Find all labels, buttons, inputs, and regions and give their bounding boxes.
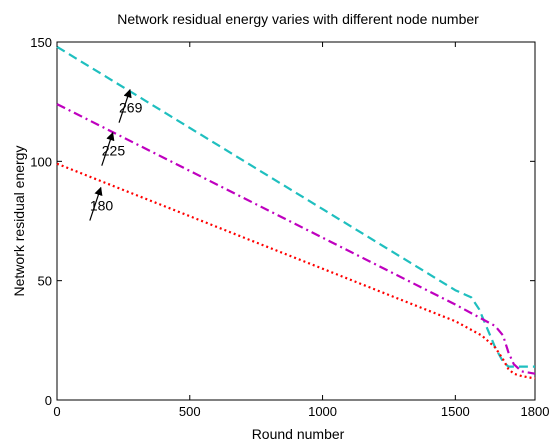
plot-area bbox=[56, 41, 536, 401]
series-line-225 bbox=[56, 103, 536, 375]
x-tick-label: 1000 bbox=[308, 404, 337, 419]
tick-layer: 0 500 1000 1500 1800 0 50 100 150 bbox=[30, 35, 549, 419]
series-layer bbox=[56, 45, 536, 380]
annotation-arrow bbox=[118, 88, 132, 123]
x-tick-label: 500 bbox=[179, 404, 201, 419]
series-line-269 bbox=[56, 45, 535, 368]
annotation-label: 225 bbox=[102, 143, 126, 159]
annotation-layer: 269 225 180 bbox=[89, 88, 143, 221]
annotation-arrow bbox=[101, 131, 115, 166]
annotation-arrow bbox=[89, 186, 103, 221]
y-tick-label: 150 bbox=[30, 35, 52, 50]
x-tick-label: 0 bbox=[53, 404, 60, 419]
chart-title: Network residual energy varies with diff… bbox=[117, 11, 479, 27]
x-tick-label: 1800 bbox=[521, 404, 550, 419]
annotation-label: 180 bbox=[90, 198, 114, 214]
y-tick-label: 0 bbox=[45, 393, 52, 408]
annotation-label: 269 bbox=[119, 100, 143, 116]
y-tick-label: 50 bbox=[38, 274, 52, 289]
y-tick-label: 100 bbox=[30, 154, 52, 169]
x-tick-label: 1500 bbox=[441, 404, 470, 419]
x-axis-label: Round number bbox=[252, 426, 345, 442]
y-axis-label: Network residual energy bbox=[11, 146, 27, 297]
